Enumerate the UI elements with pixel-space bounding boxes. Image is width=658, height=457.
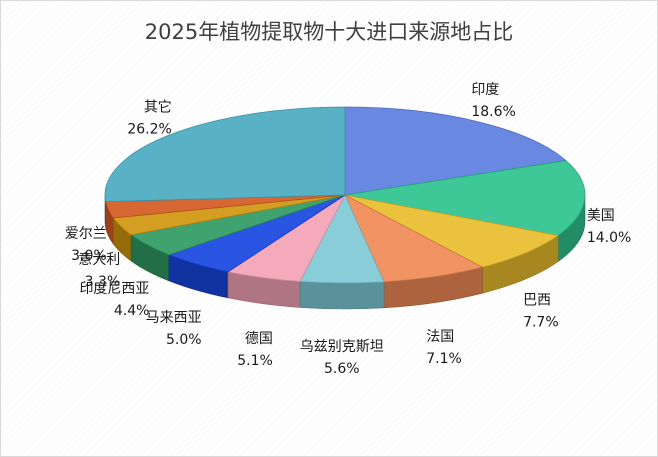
- value-label: 14.0%: [587, 230, 631, 246]
- side-乌兹别克斯坦: [299, 281, 385, 310]
- category-label: 美国: [587, 208, 615, 224]
- pie-sides: [104, 194, 586, 310]
- slice-其它: [104, 106, 346, 203]
- value-label: 7.7%: [523, 315, 559, 331]
- category-label: 法国: [426, 329, 454, 345]
- slice-巴西: [344, 194, 560, 268]
- category-label: 乌兹别克斯坦: [300, 339, 384, 355]
- value-label: 5.6%: [324, 361, 360, 377]
- value-label: 5.0%: [166, 332, 202, 348]
- chart-title: 2025年植物提取物十大进口来源地占比: [144, 20, 514, 44]
- category-label: 意大利: [78, 251, 120, 268]
- category-label: 爱尔兰: [65, 226, 107, 242]
- slice-美国: [344, 160, 586, 236]
- pie-labels: 印度 18.6% 美国 14.0% 巴西 7.7% 法国 7.1% 乌兹别克斯坦 5.6% 德国 5.…: [65, 82, 632, 377]
- value-label: 4.4%: [114, 303, 150, 319]
- category-label: 印度尼西亚: [79, 281, 149, 297]
- slice-法国: [344, 194, 484, 283]
- category-label: 德国: [245, 331, 273, 347]
- category-label: 马来西亚: [146, 310, 202, 326]
- value-label: 5.1%: [237, 353, 273, 369]
- value-label: 26.2%: [127, 121, 171, 137]
- value-label: 3.3%: [85, 274, 121, 290]
- category-label: 其它: [144, 98, 172, 115]
- value-label: 7.1%: [426, 351, 462, 367]
- category-label: 印度: [471, 82, 499, 98]
- slice-印度: [344, 106, 567, 196]
- pie-tops: [104, 106, 586, 284]
- value-label: 3.0%: [71, 248, 107, 264]
- category-label: 巴西: [523, 293, 551, 309]
- value-label: 18.6%: [471, 104, 515, 120]
